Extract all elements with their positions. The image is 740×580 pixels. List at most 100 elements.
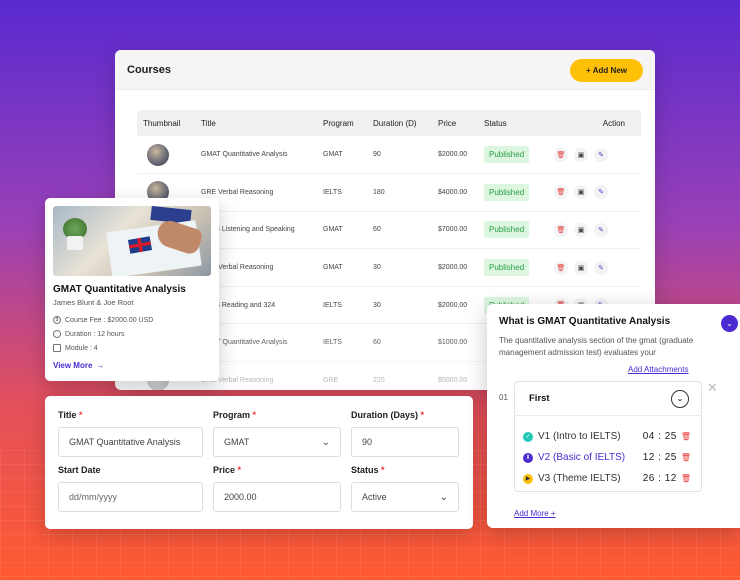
- view-more-link[interactable]: View More →: [53, 361, 104, 370]
- row-price: $1000.00: [432, 323, 478, 363]
- lesson-name: V2 (Basic of IELTS): [538, 452, 626, 463]
- row-duration: 60: [367, 211, 432, 250]
- course-duration: Duration : 12 hours: [53, 330, 211, 338]
- courses-header: Courses + Add New: [115, 50, 655, 90]
- check-icon: ✓: [523, 431, 533, 442]
- row-status: Published: [478, 211, 548, 250]
- play-icon: ▶: [523, 473, 533, 484]
- table-row: GMAT Quantitative Analysis GMAT 90 $2000…: [137, 136, 641, 175]
- column-header-program[interactable]: Program: [317, 110, 367, 136]
- row-price: $2000.00: [432, 248, 478, 287]
- gmat-description: The quantitative analysis section of the…: [499, 336, 694, 357]
- gmat-title: What is GMAT Quantitative Analysis: [499, 316, 671, 327]
- row-program: IELTS: [317, 323, 367, 363]
- status-label: Status *: [351, 465, 385, 475]
- add-new-button[interactable]: + Add New: [570, 59, 643, 82]
- lesson-time: 12 : 25: [642, 452, 677, 463]
- column-header-title[interactable]: Title: [195, 110, 317, 136]
- lesson-name: V1 (Intro to IELTS): [538, 431, 621, 442]
- row-status: Published: [478, 136, 548, 175]
- row-program: GMAT: [317, 248, 367, 287]
- document-icon: [53, 344, 61, 352]
- close-icon[interactable]: ✕: [707, 380, 718, 395]
- row-duration: 90: [367, 136, 432, 175]
- lesson-time: 26 : 12: [642, 473, 677, 484]
- row-price: $4000.00: [432, 173, 478, 212]
- view-icon[interactable]: ▣: [574, 185, 588, 200]
- section-number: 01: [499, 393, 508, 402]
- status-badge: Published: [484, 183, 530, 201]
- row-actions: 🗑 ▣ ✎: [548, 173, 641, 212]
- delete-icon[interactable]: 🗑: [680, 453, 691, 462]
- course-thumbnail: [147, 143, 169, 166]
- lesson-list: ✓ V1 (Intro to IELTS) 04 : 25 🗑 Ⅱ V2 (Ba…: [515, 416, 701, 489]
- row-program: GRE: [317, 361, 367, 390]
- status-select[interactable]: Active ⌄: [351, 482, 459, 512]
- row-actions: 🗑 ▣ ✎: [548, 211, 641, 250]
- gmat-detail-panel: What is GMAT Quantitative Analysis ⌄ The…: [487, 304, 740, 528]
- chevron-down-icon[interactable]: ⌄: [671, 389, 689, 408]
- delete-icon[interactable]: 🗑: [680, 432, 691, 441]
- title-input[interactable]: GMAT Quantitative Analysis: [58, 427, 203, 457]
- row-duration: 180: [367, 173, 432, 212]
- course-card-authors: James Blunt & Joe Root: [53, 298, 134, 307]
- column-header-duration[interactable]: Duration (D): [367, 110, 432, 136]
- lesson-item[interactable]: ✓ V1 (Intro to IELTS) 04 : 25 🗑: [523, 426, 691, 447]
- delete-icon[interactable]: 🗑: [680, 474, 691, 483]
- row-duration: 30: [367, 248, 432, 287]
- delete-icon[interactable]: 🗑: [554, 222, 568, 237]
- view-icon[interactable]: ▣: [574, 147, 588, 162]
- duration-input[interactable]: 90: [351, 427, 459, 457]
- row-program: GMAT: [317, 136, 367, 175]
- column-header-thumbnail[interactable]: Thumbnail: [137, 110, 195, 136]
- add-more-link[interactable]: Add More +: [514, 509, 556, 518]
- edit-icon[interactable]: ✎: [594, 222, 608, 237]
- section-header[interactable]: First ⌄: [515, 382, 701, 416]
- collapse-toggle-icon[interactable]: ⌄: [721, 315, 738, 332]
- course-fee: $ Course Fee : $2000.00 USD: [53, 316, 211, 324]
- start-date-label: Start Date: [58, 465, 101, 475]
- chevron-down-icon: ⌄: [321, 436, 330, 448]
- delete-icon[interactable]: 🗑: [554, 260, 568, 275]
- status-badge: Published: [484, 221, 530, 239]
- courses-title: Courses: [127, 63, 172, 76]
- row-program: IELTS: [317, 286, 367, 325]
- delete-icon[interactable]: 🗑: [554, 147, 568, 162]
- column-header-action: Action: [548, 110, 641, 136]
- course-module: Module : 4: [53, 344, 211, 352]
- program-select[interactable]: GMAT ⌄: [213, 427, 341, 457]
- lesson-item[interactable]: ▶ V3 (Theme IELTS) 26 : 12 🗑: [523, 468, 691, 489]
- course-thumbnail: [147, 181, 169, 204]
- chevron-down-icon: ⌄: [439, 491, 448, 503]
- title-field-group: Title * GMAT Quantitative Analysis: [58, 410, 203, 457]
- price-input[interactable]: 2000.00: [213, 482, 341, 512]
- start-date-input[interactable]: dd/mm/yyyy: [58, 482, 203, 512]
- clock-icon: [53, 330, 61, 338]
- status-badge: Published: [484, 259, 530, 277]
- delete-icon[interactable]: 🗑: [554, 185, 568, 200]
- status-field-group: Status * Active ⌄: [351, 465, 459, 512]
- row-duration: 60: [367, 323, 432, 363]
- edit-icon[interactable]: ✎: [594, 260, 608, 275]
- section-title: First: [529, 393, 550, 404]
- title-label: Title *: [58, 410, 83, 420]
- lesson-item[interactable]: Ⅱ V2 (Basic of IELTS) 12 : 25 🗑: [523, 447, 691, 468]
- view-icon[interactable]: ▣: [574, 222, 588, 237]
- column-header-status[interactable]: Status: [478, 110, 548, 136]
- add-attachments-link[interactable]: Add Attachments: [626, 365, 691, 374]
- course-card-title: GMAT Quantitative Analysis: [53, 284, 186, 295]
- edit-icon[interactable]: ✎: [594, 185, 608, 200]
- row-program: IELTS: [317, 173, 367, 212]
- duration-field-group: Duration (Days) * 90: [351, 410, 459, 457]
- row-duration: 30: [367, 286, 432, 325]
- row-program: GMAT: [317, 211, 367, 250]
- course-module-text: Module : 4: [65, 344, 98, 352]
- lesson-time: 04 : 25: [642, 431, 677, 442]
- view-icon[interactable]: ▣: [574, 260, 588, 275]
- edit-icon[interactable]: ✎: [594, 147, 608, 162]
- column-header-price[interactable]: Price: [432, 110, 478, 136]
- course-card[interactable]: GMAT Quantitative Analysis James Blunt &…: [45, 198, 219, 381]
- program-label: Program *: [213, 410, 257, 420]
- dollar-icon: $: [53, 316, 61, 324]
- start-date-field-group: Start Date dd/mm/yyyy: [58, 465, 203, 512]
